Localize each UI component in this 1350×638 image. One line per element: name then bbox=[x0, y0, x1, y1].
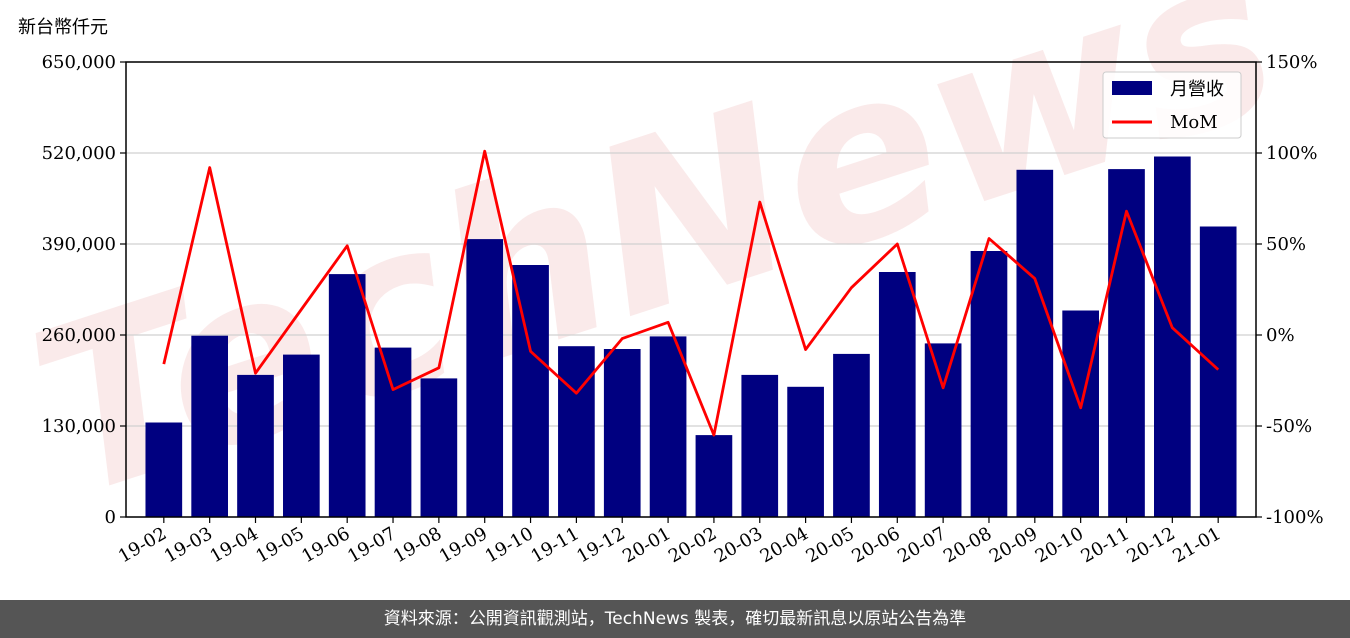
x-tick-label: 20-04 bbox=[757, 523, 812, 567]
x-tick-label: 19-11 bbox=[527, 523, 582, 567]
x-tick-label: 19-06 bbox=[298, 523, 353, 567]
right-tick-label: -50% bbox=[1266, 416, 1312, 437]
bar-20-12 bbox=[1154, 156, 1191, 517]
bar-19-05 bbox=[283, 354, 320, 517]
left-tick-label: 130,000 bbox=[42, 416, 116, 437]
bar-19-11 bbox=[558, 346, 595, 517]
right-tick-label: -100% bbox=[1266, 507, 1324, 528]
x-tick-label: 20-10 bbox=[1032, 523, 1087, 567]
bar-20-11 bbox=[1108, 169, 1145, 517]
bar-19-07 bbox=[374, 347, 412, 517]
bar-21-01 bbox=[1199, 226, 1237, 517]
left-tick-label: 520,000 bbox=[42, 143, 116, 164]
bar-19-03 bbox=[191, 335, 228, 517]
legend: 月營收 MoM bbox=[1102, 71, 1242, 139]
bar-20-04 bbox=[787, 386, 824, 517]
x-tick-label: 19-03 bbox=[161, 523, 216, 567]
x-tick-label: 20-12 bbox=[1123, 523, 1178, 567]
bar-20-10 bbox=[1062, 310, 1099, 517]
x-tick-label: 21-01 bbox=[1169, 523, 1224, 567]
bar-19-09 bbox=[466, 239, 504, 517]
revenue-chart: TechNews 新台幣仟元 0130,000260,000390,000520… bbox=[5, 0, 1324, 567]
x-tick-label: 20-09 bbox=[986, 523, 1041, 567]
bar-20-01 bbox=[649, 336, 687, 517]
x-tick-label: 20-03 bbox=[711, 523, 766, 567]
bar-20-06 bbox=[878, 272, 916, 517]
x-tick-label: 20-02 bbox=[665, 523, 720, 567]
left-tick-label: 390,000 bbox=[42, 234, 116, 255]
legend-label-mom: MoM bbox=[1170, 112, 1218, 133]
x-tick-label: 19-10 bbox=[482, 523, 537, 567]
x-tick-label: 19-04 bbox=[207, 523, 262, 567]
bar-20-05 bbox=[833, 353, 870, 517]
plot-frame bbox=[125, 61, 1257, 518]
bar-20-09 bbox=[1016, 169, 1054, 518]
mom-line bbox=[162, 149, 1220, 437]
right-axis-ticks: -100% -50% 0% 50% 100% 150% bbox=[1256, 52, 1324, 528]
left-tick-label: 0 bbox=[105, 507, 116, 528]
left-tick-label: 260,000 bbox=[42, 325, 116, 346]
bar-20-03 bbox=[741, 374, 779, 517]
x-tick-label: 20-07 bbox=[894, 523, 949, 567]
x-tick-label: 20-01 bbox=[619, 523, 674, 567]
y-axis-unit-label: 新台幣仟元 bbox=[18, 17, 108, 38]
x-tick-label: 19-05 bbox=[252, 523, 307, 567]
bar-20-08 bbox=[970, 251, 1008, 517]
x-tick-label: 19-09 bbox=[436, 523, 491, 567]
bar-19-08 bbox=[420, 378, 458, 517]
x-tick-label: 20-11 bbox=[1078, 523, 1133, 567]
x-tick-label: 20-06 bbox=[848, 523, 903, 567]
revenue-bars bbox=[145, 156, 1237, 518]
bar-19-04 bbox=[237, 374, 274, 517]
bar-19-10 bbox=[512, 265, 549, 517]
x-tick-label: 20-05 bbox=[803, 523, 858, 567]
x-axis-ticks: 19-0219-0319-0419-0519-0619-0719-0819-09… bbox=[115, 517, 1225, 567]
right-tick-label: 100% bbox=[1266, 143, 1317, 164]
x-tick-label: 19-08 bbox=[390, 523, 445, 567]
source-footer: 資料來源：公開資訊觀測站，TechNews 製表，確切最新訊息以原站公告為準 bbox=[0, 600, 1350, 638]
right-tick-label: 150% bbox=[1266, 52, 1317, 73]
bar-19-02 bbox=[145, 422, 183, 517]
mom-line-series bbox=[162, 149, 1220, 437]
bar-20-07 bbox=[924, 343, 962, 517]
left-tick-label: 650,000 bbox=[42, 52, 116, 73]
legend-label-revenue: 月營收 bbox=[1170, 79, 1224, 100]
legend-bar-swatch bbox=[1112, 81, 1152, 95]
left-axis-ticks: 0 130,000 260,000 390,000 520,000 650,000 bbox=[42, 52, 126, 528]
x-tick-label: 19-07 bbox=[344, 523, 399, 567]
axes bbox=[125, 61, 1257, 518]
bar-19-06 bbox=[328, 274, 366, 517]
bar-19-12 bbox=[603, 349, 641, 517]
right-tick-label: 0% bbox=[1266, 325, 1295, 346]
x-tick-label: 20-08 bbox=[940, 523, 995, 567]
right-tick-label: 50% bbox=[1266, 234, 1306, 255]
x-tick-label: 19-12 bbox=[573, 523, 628, 567]
bar-20-02 bbox=[695, 435, 733, 517]
